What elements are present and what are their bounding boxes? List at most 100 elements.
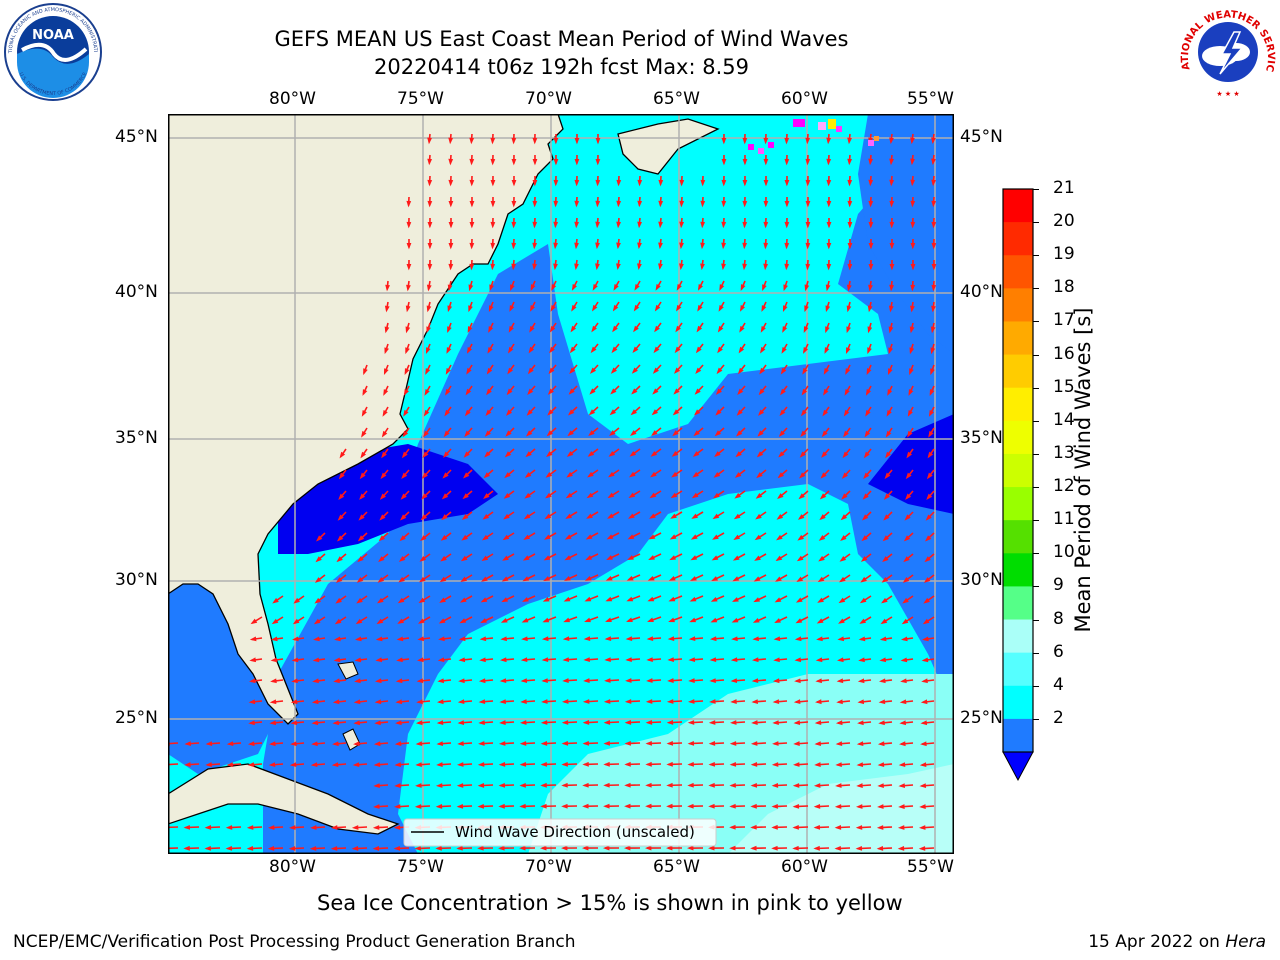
- colorbar-tick-mark: [1033, 321, 1039, 323]
- wave-direction-arrowhead: [718, 304, 724, 312]
- wave-direction-arrowhead: [574, 242, 579, 250]
- wave-direction-arrowhead: [353, 741, 360, 747]
- wave-direction-arrowhead: [795, 618, 803, 624]
- wave-direction-arrowhead: [649, 492, 657, 499]
- wave-direction-arrowhead: [397, 618, 405, 624]
- wave-direction-arrowhead: [511, 242, 517, 250]
- wave-direction-arrowhead: [834, 825, 842, 830]
- wave-direction-arrowhead: [436, 741, 443, 746]
- wave-direction-arrowhead: [464, 409, 471, 417]
- wave-direction-arrowhead: [885, 430, 892, 438]
- lon-tick-bottom-5: 60°W: [781, 857, 828, 877]
- wave-direction-arrowhead: [668, 617, 675, 623]
- wave-direction-arrowhead: [878, 699, 886, 705]
- wave-direction-arrowhead: [399, 514, 407, 521]
- wave-direction-arrowhead: [658, 263, 663, 271]
- wave-direction-arrowhead: [624, 803, 631, 809]
- wave-direction-arrowhead: [652, 388, 659, 395]
- wave-direction-arrowhead: [406, 221, 412, 229]
- wave-direction-arrowhead: [737, 367, 744, 375]
- wave-direction-arrowhead: [889, 158, 894, 166]
- colorbar-segment: [1003, 652, 1033, 687]
- wave-direction-arrowhead: [356, 577, 364, 583]
- wave-direction-arrowhead: [403, 389, 409, 396]
- wave-direction-arrowhead: [373, 741, 381, 747]
- wave-direction-arrowhead: [861, 535, 868, 542]
- wave-direction-arrowhead: [481, 576, 488, 582]
- wave-direction-arrowhead: [607, 513, 614, 519]
- wave-direction-arrowhead: [525, 451, 532, 458]
- wave-direction-arrowhead: [673, 388, 680, 395]
- wave-direction-arrowhead: [910, 305, 915, 313]
- wave-direction-arrowhead: [820, 472, 827, 479]
- wave-direction-arrowhead: [898, 762, 906, 768]
- wave-direction-arrowhead: [857, 678, 865, 684]
- lon-tick-top-1: 80°W: [269, 89, 316, 109]
- chart-title-line1: GEFS MEAN US East Coast Mean Period of W…: [274, 27, 849, 51]
- wave-direction-arrowhead: [435, 783, 443, 788]
- wave-direction-arrowhead: [671, 451, 679, 457]
- wave-direction-arrowhead: [248, 720, 255, 726]
- wave-direction-arrowhead: [562, 657, 570, 663]
- wave-direction-arrowhead: [314, 577, 322, 583]
- wave-direction-arrowhead: [416, 657, 424, 663]
- colorbar-tick-mark: [1033, 354, 1039, 356]
- wave-direction-arrowhead: [814, 741, 821, 746]
- wave-direction-arrowhead: [771, 845, 778, 851]
- wave-direction-arrowhead: [401, 451, 408, 459]
- wave-direction-arrowhead: [633, 325, 639, 333]
- wave-direction-arrowhead: [490, 242, 496, 250]
- wave-direction-arrowhead: [563, 576, 571, 581]
- wave-direction-arrowhead: [310, 762, 318, 768]
- wave-direction-arrowhead: [751, 678, 759, 684]
- wave-direction-arrowhead: [375, 657, 383, 663]
- wave-direction-arrowhead: [247, 741, 255, 747]
- wave-direction-arrowhead: [499, 699, 506, 704]
- wave-direction-arrowhead: [709, 699, 716, 704]
- wave-direction-arrowhead: [653, 346, 660, 354]
- wave-direction-arrowhead: [813, 783, 821, 788]
- wave-direction-arrowhead: [856, 762, 864, 768]
- wave-direction-arrowhead: [803, 326, 809, 333]
- colorbar-tick-label: 4: [1053, 674, 1064, 695]
- wave-direction-arrowhead: [675, 325, 681, 333]
- wave-direction-arrowhead: [868, 242, 874, 250]
- wave-direction-arrowhead: [459, 597, 467, 603]
- wave-direction-arrowhead: [761, 305, 767, 312]
- wave-direction-arrowhead: [825, 305, 831, 313]
- wave-direction-arrowhead: [674, 346, 681, 354]
- wave-direction-arrowhead: [267, 846, 275, 851]
- wave-direction-arrowhead: [888, 347, 893, 355]
- wave-direction-arrowhead: [784, 242, 790, 250]
- wave-direction-arrowhead: [394, 783, 401, 788]
- wave-direction-arrowhead: [711, 555, 719, 561]
- wave-direction-arrowhead: [687, 741, 695, 746]
- wave-direction-arrowhead: [819, 514, 826, 521]
- wave-direction-arrowhead: [477, 783, 485, 788]
- wave-direction-arrowhead: [700, 221, 706, 229]
- wave-direction-arrowhead: [899, 741, 906, 747]
- wave-direction-arrowhead: [632, 346, 639, 354]
- wave-direction-arrowhead: [363, 368, 368, 376]
- wave-direction-arrowhead: [796, 576, 804, 582]
- period-zone-2-4s: [263, 114, 954, 854]
- wave-direction-arrowhead: [775, 555, 783, 562]
- wave-direction-arrowhead: [889, 242, 895, 250]
- wave-direction-arrowhead: [710, 596, 718, 602]
- wave-direction-arrowhead: [541, 636, 549, 642]
- wave-direction-arrowhead: [468, 305, 473, 313]
- sea-ice-note: Sea Ice Concentration > 15% is shown in …: [317, 891, 903, 915]
- wave-direction-arrowhead: [860, 556, 868, 562]
- wave-direction-arrowhead: [519, 803, 526, 809]
- wave-direction-arrowhead: [667, 636, 675, 642]
- wave-direction-arrowhead: [860, 576, 867, 583]
- wave-direction-arrowhead: [670, 513, 677, 519]
- colorbar-tick-mark: [1033, 652, 1039, 654]
- wave-direction-arrowhead: [269, 699, 277, 705]
- wave-direction-arrowhead: [814, 720, 822, 726]
- wave-direction-arrowhead: [777, 493, 784, 499]
- wave-direction-arrowhead: [738, 346, 745, 354]
- lat-tick-right-1: 45°N: [960, 127, 1003, 147]
- wave-direction-arrowhead: [877, 741, 885, 747]
- wave-direction-arrowhead: [876, 825, 884, 830]
